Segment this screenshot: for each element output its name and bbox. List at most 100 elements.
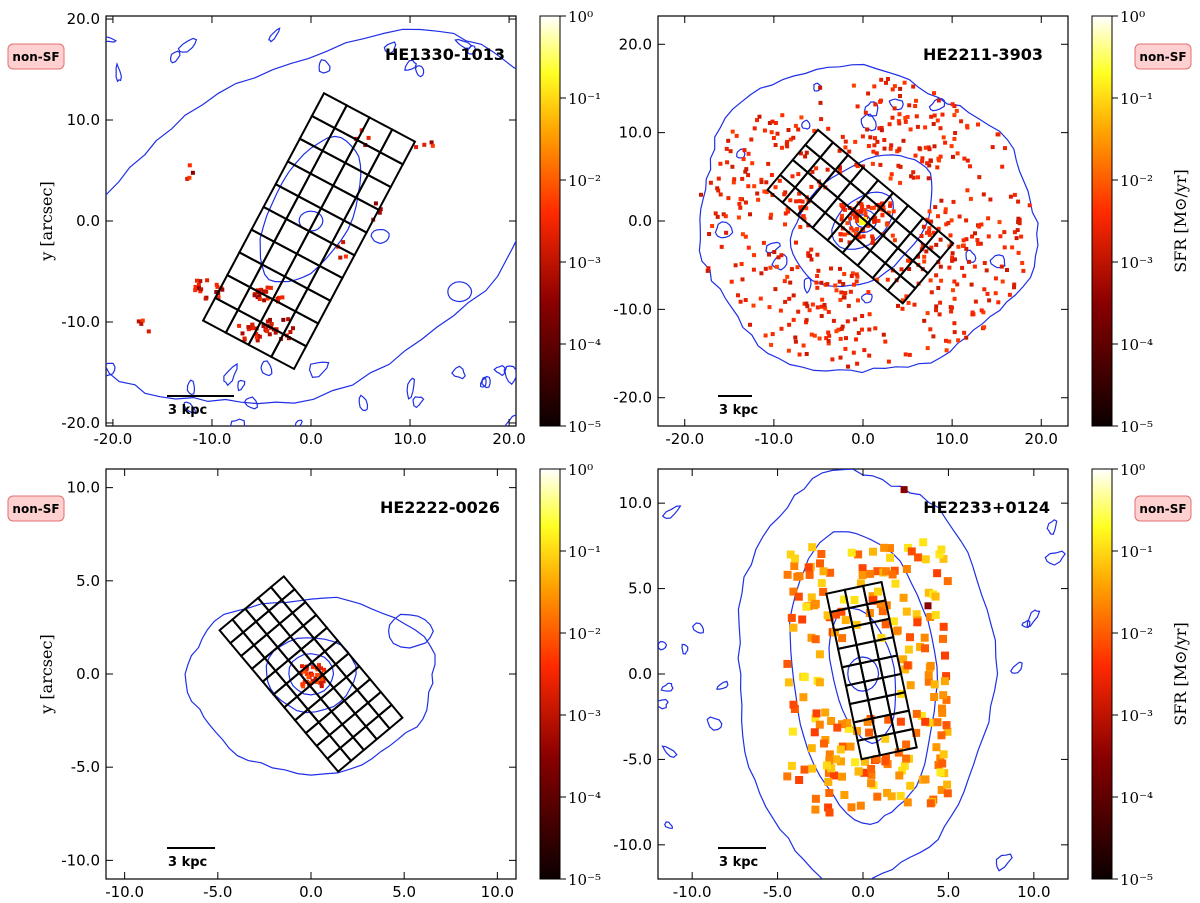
sfr-pixel <box>319 677 324 681</box>
sfr-pixel <box>759 180 764 185</box>
galaxy-name: HE1330-1013 <box>385 45 505 64</box>
sfr-pixel <box>825 756 834 765</box>
y-tick-label: -5.0 <box>623 750 652 768</box>
sfr-pixel <box>925 161 930 166</box>
sfr-pixel <box>810 728 819 737</box>
y-tick-label: -5.0 <box>71 758 100 776</box>
sfr-pixel <box>878 203 883 208</box>
sfr-pixel <box>726 138 731 143</box>
x-tick-label: 5.0 <box>936 883 960 901</box>
sfr-pixel <box>724 146 729 151</box>
sfr-pixel <box>944 348 949 353</box>
sfr-pixel <box>883 339 888 344</box>
isophote-contour <box>288 653 335 696</box>
sfr-pixel <box>789 587 798 596</box>
sfr-pixel <box>925 346 930 351</box>
sfr-pixel <box>772 250 777 254</box>
sfr-pixel <box>934 308 938 313</box>
sfr-pixel <box>265 329 270 334</box>
x-tick-label: -10.0 <box>193 430 232 448</box>
sfr-pixel <box>791 135 796 140</box>
sfr-pixel <box>1008 194 1013 199</box>
sfr-pixel <box>942 672 951 681</box>
sfr-pixel <box>752 126 757 131</box>
sfr-pixel <box>764 190 769 195</box>
sfr-pixel <box>921 717 930 726</box>
sfr-pixel <box>868 596 877 605</box>
sfr-pixel <box>782 279 787 284</box>
sfr-pixel <box>752 253 756 258</box>
sfr-pixel <box>822 303 827 307</box>
sfr-pixel <box>870 161 875 166</box>
sfr-pixel <box>932 113 937 118</box>
sfr-pixel <box>830 771 838 780</box>
sfr-pixel <box>744 167 749 172</box>
sfr-pixel <box>811 635 820 644</box>
sfr-pixel <box>926 176 931 181</box>
sfr-pixel <box>934 304 939 309</box>
sfr-pixel <box>876 600 885 609</box>
sfr-pixel <box>988 197 993 202</box>
sfr-pixel <box>313 676 318 681</box>
sfr-pixel <box>861 234 866 239</box>
sfr-pixel <box>890 87 895 92</box>
sfr-pixel <box>914 98 918 103</box>
sfr-pixel <box>907 547 916 556</box>
sfr-pixel <box>836 745 845 754</box>
sfr-pixel <box>1007 292 1012 297</box>
sfr-pixel <box>878 162 883 167</box>
sfr-pixel <box>273 330 278 335</box>
y-tick-label: 0.0 <box>628 665 652 683</box>
sfr-pixel <box>821 708 830 717</box>
non-sf-badge: non-SF <box>1134 43 1192 70</box>
sfr-pixel <box>952 330 957 335</box>
sfr-pixel <box>845 319 850 324</box>
sfr-pixel <box>952 136 957 141</box>
sfr-pixel <box>797 191 802 196</box>
sfr-pixel <box>872 215 877 220</box>
sfr-pixel <box>788 137 793 142</box>
sfr-pixel <box>804 320 808 325</box>
sfr-pixel <box>935 118 940 123</box>
sfr-pixel <box>920 243 925 248</box>
sfr-pixel <box>942 695 951 704</box>
badge-label: non-SF <box>1139 502 1186 516</box>
sfr-pixel <box>824 336 829 341</box>
sfr-pixel <box>903 798 912 807</box>
sfr-pixel <box>931 122 936 126</box>
sfr-pixel <box>809 184 814 189</box>
sfr-pixel <box>840 595 848 604</box>
sfr-pixel <box>866 223 871 228</box>
sfr-pixel <box>818 100 823 105</box>
colorbar: 10⁰ 10⁻¹ 10⁻² 10⁻³ 10⁻⁴ 10⁻⁵ <box>539 461 601 889</box>
sfr-pixel <box>886 210 891 215</box>
sfr-pixel <box>962 330 967 335</box>
sfr-pixel <box>952 321 957 326</box>
sfr-pixel <box>838 336 843 341</box>
sfr-pixel <box>205 278 210 283</box>
sfr-pixel <box>932 144 937 149</box>
colorbar-gradient <box>1091 468 1113 880</box>
colorbar-tick-label: 10⁻⁴ <box>568 336 601 354</box>
sfr-pixel <box>940 677 949 686</box>
sfr-pixel <box>748 322 752 327</box>
x-tick-label: 10.0 <box>1017 883 1050 901</box>
sfr-pixel <box>799 115 804 120</box>
y-axis: -10.0 -5.0 0.0 5.0 10.0 <box>61 479 516 869</box>
isophote-contour <box>370 228 390 245</box>
sfr-pixel <box>782 192 787 197</box>
isophote-contour <box>454 38 472 50</box>
sfr-pixel <box>1016 250 1021 255</box>
sfr-pixel <box>969 282 974 287</box>
sfr-pixel <box>721 212 726 217</box>
sfr-pixel <box>862 348 867 353</box>
sfr-pixel <box>912 728 921 737</box>
isophote-contour <box>223 362 238 387</box>
colorbar-tick-label: 10⁻⁴ <box>1120 336 1153 354</box>
sfr-pixel <box>779 326 784 331</box>
sfr-pixel <box>779 253 784 258</box>
sfr-pixel <box>810 302 815 307</box>
sfr-pixel <box>286 317 291 322</box>
x-tick-label: 0.0 <box>851 883 875 901</box>
